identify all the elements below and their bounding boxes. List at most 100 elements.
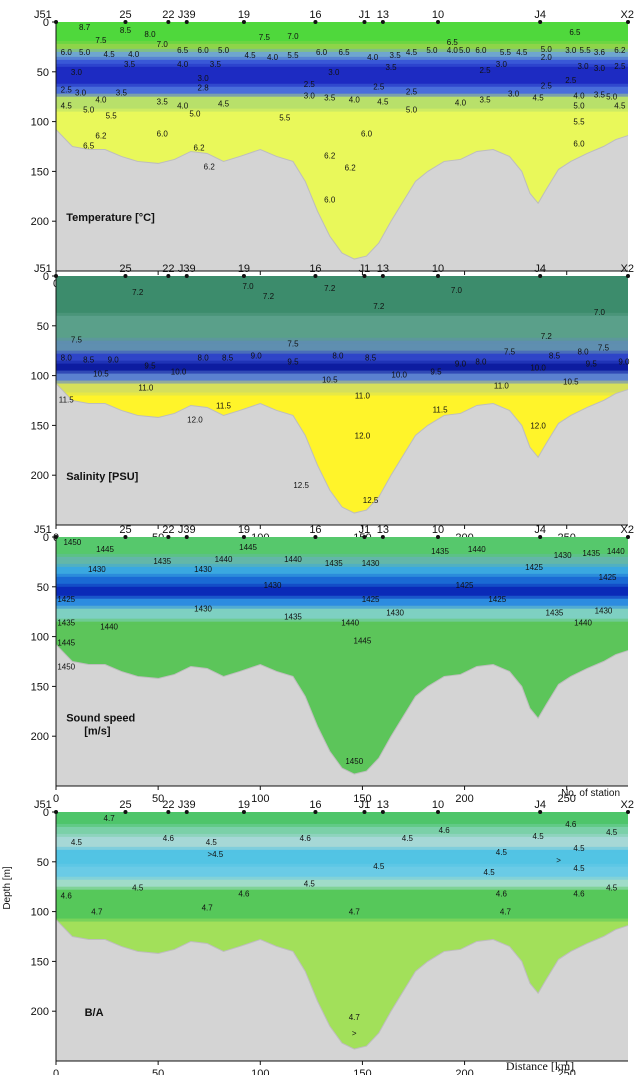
contour-label: 1430 (194, 605, 212, 614)
station-label: 19 (238, 263, 250, 275)
bathymetry-line (55, 383, 629, 514)
station-label: J51 (34, 524, 52, 536)
contour-label: 4.5 (218, 100, 230, 109)
station-marker (626, 274, 630, 278)
contour-label: 1430 (88, 565, 106, 574)
station-marker (313, 810, 318, 814)
contour-blend (56, 63, 628, 70)
contour-label: 6.0 (324, 195, 336, 204)
contour-band (56, 276, 628, 317)
contour-label: 4.6 (439, 826, 451, 835)
station-marker (184, 274, 189, 278)
contour-label: 4.0 (128, 50, 140, 59)
contour-label: 9.5 (430, 368, 442, 377)
contour-label: 10.0 (391, 371, 407, 380)
contour-blend (56, 48, 628, 55)
contour-label: 3.5 (157, 98, 169, 107)
station-marker (626, 535, 630, 539)
contour-label: 6.2 (204, 162, 216, 171)
water-column (56, 812, 628, 1050)
contour-label: 6.2 (95, 132, 107, 141)
contour-label: 4.0 (447, 46, 459, 55)
contour-label: 1440 (341, 619, 359, 628)
contour-label: 1425 (488, 595, 506, 604)
contour-blend (56, 380, 628, 387)
station-marker (123, 20, 128, 24)
contour-label: > (352, 1029, 357, 1038)
station-marker (626, 20, 630, 24)
station-marker (123, 535, 128, 539)
station-marker (362, 810, 367, 814)
station-label: 25 (119, 9, 131, 21)
contour-label: 4.5 (606, 884, 618, 893)
contour-label: 7.5 (71, 336, 83, 345)
contour-label: 4.0 (367, 53, 379, 62)
y-tick-label: 0 (43, 807, 49, 819)
contour-label: > (556, 856, 561, 865)
contour-label: 8.5 (365, 354, 377, 363)
contour-label: 1450 (63, 538, 81, 547)
contour-label: 1440 (574, 619, 592, 628)
panel-title: Salinity [PSU] (66, 471, 138, 483)
y-tick-label: 100 (31, 907, 49, 919)
contour-blend (56, 312, 628, 319)
x-tick-label: 200 (455, 793, 473, 805)
contour-band (56, 353, 628, 365)
bathymetry-line (55, 129, 629, 260)
station-marker (241, 274, 246, 278)
contour-blend (56, 108, 628, 115)
contour-label: 4.6 (300, 834, 312, 843)
panel-3: 4.7 4.5 4.6 4.5 >4.5 4.6 4.5 4.6 4.5 4.6 4.5 4.5 4.5… (31, 799, 634, 1075)
contour-label: 3.5 (385, 63, 397, 72)
station-label: J4 (534, 799, 546, 811)
x-axis-title: Distance [km] (506, 1059, 574, 1073)
contour-label: 12.0 (530, 421, 546, 430)
station-label: 22 (162, 524, 174, 536)
contour-label: 3.0 (198, 74, 210, 83)
station-label: J1 (359, 9, 371, 21)
contour-band (56, 66, 628, 88)
contour-blend (56, 370, 628, 377)
contour-blend (56, 583, 628, 590)
contour-band (56, 836, 628, 851)
y-tick-label: 50 (37, 582, 49, 594)
contour-band (56, 373, 628, 385)
contour-blend (56, 563, 628, 570)
contour-label: 12.5 (363, 496, 379, 505)
contour-label: 8.5 (549, 352, 561, 361)
contour-label: 4.0 (177, 60, 189, 69)
contour-label: 1430 (595, 607, 613, 616)
contour-label: 4.5 (533, 832, 545, 841)
station-marker (184, 810, 189, 814)
contour-band (56, 363, 628, 375)
contour-label: 3.0 (594, 64, 606, 73)
contour-label: 3.0 (496, 60, 508, 69)
contour-band (56, 51, 628, 61)
station-marker (166, 535, 171, 539)
contour-label: 4.5 (496, 848, 508, 857)
station-label: 13 (377, 263, 389, 275)
contour-label: 3.0 (508, 90, 520, 99)
contour-label: 1430 (362, 559, 380, 568)
contour-label: 4.5 (373, 862, 385, 871)
contour-label: 1440 (607, 547, 625, 556)
contour-label: 8.5 (222, 354, 234, 363)
contour-label: 5.0 (79, 48, 91, 57)
contour-band (56, 598, 628, 610)
panel-title: Sound speed (66, 712, 135, 724)
contour-label: 5.5 (106, 112, 118, 121)
contour-label: 4.5 (245, 51, 257, 60)
contour-label: 6.0 (61, 48, 73, 57)
y-tick-label: 50 (37, 857, 49, 869)
contour-label: 8.0 (61, 354, 73, 363)
contour-label: 3.0 (565, 46, 577, 55)
contour-label: 10.5 (322, 376, 338, 385)
x-tick-label: 50 (152, 793, 164, 805)
bathymetry-line (55, 919, 629, 1050)
contour-label: 4.7 (349, 908, 361, 917)
contour-label: 4.7 (91, 908, 103, 917)
x-tick-label: 250 (558, 1068, 576, 1075)
y-tick-label: 100 (31, 632, 49, 644)
contour-label: 4.5 (132, 884, 144, 893)
